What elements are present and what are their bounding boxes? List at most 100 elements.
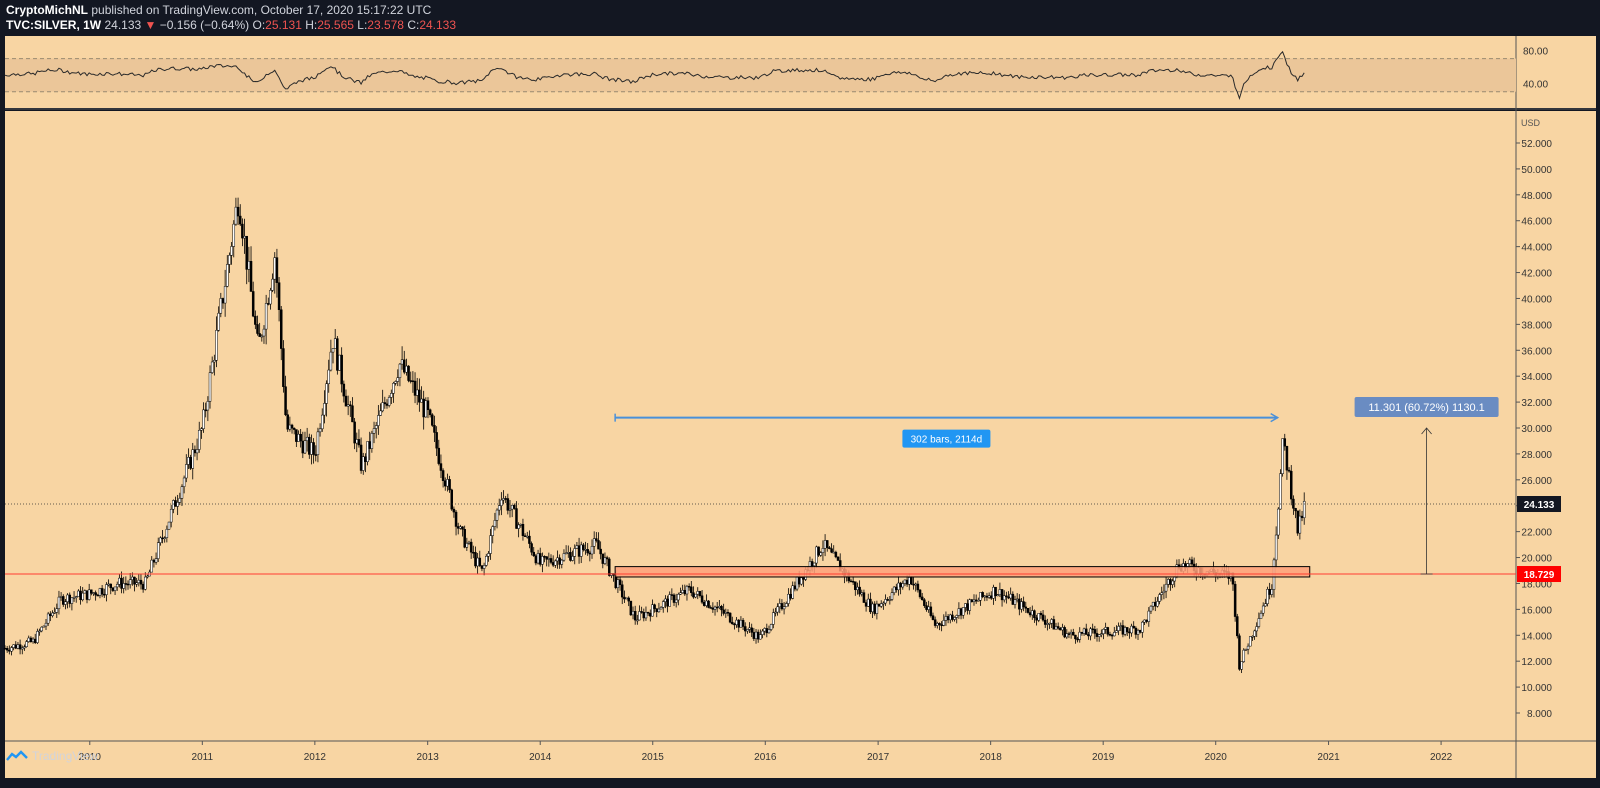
candle-body [1143, 619, 1146, 623]
close-value: 24.133 [419, 18, 457, 32]
candle-body [208, 372, 212, 402]
candle-body [1138, 630, 1142, 633]
candle-body [1084, 628, 1088, 635]
candle-body [1246, 645, 1250, 650]
author-name[interactable]: CryptoMichNL [6, 3, 88, 17]
candle-body [966, 603, 969, 611]
candle-body [277, 282, 281, 310]
y-tick-label: 32.000 [1521, 398, 1552, 409]
candle-body [1279, 473, 1282, 510]
y-tick-label: 16.000 [1521, 605, 1552, 616]
candle-body [791, 585, 794, 599]
candle-body [264, 303, 268, 330]
rsi-axis-background [1516, 36, 1596, 108]
last-price: 24.133 [104, 18, 142, 32]
candle-body [469, 541, 473, 553]
candle-body [387, 397, 391, 406]
candle-body [584, 549, 587, 551]
candle-body [1069, 631, 1073, 635]
candle-body [385, 403, 389, 406]
candle-body [1002, 595, 1006, 601]
candle-body [886, 599, 889, 601]
candle-body [355, 439, 359, 444]
candle-body [517, 524, 520, 529]
candle-body [169, 508, 173, 523]
candle-body [314, 454, 318, 456]
y-tick-label: 10.000 [1521, 683, 1552, 694]
candle-body [435, 432, 438, 449]
y-tick-label: 44.000 [1521, 243, 1552, 254]
candle-body [741, 619, 745, 627]
candle-body [1028, 612, 1032, 616]
candle-body [25, 641, 28, 648]
candle-body [504, 498, 507, 500]
candle-body [383, 402, 387, 405]
candle-body [1063, 627, 1066, 638]
candle-body [57, 596, 61, 609]
candle-body [895, 586, 898, 591]
candle-body [1033, 610, 1036, 619]
brand-label[interactable]: TradingView [32, 749, 99, 763]
candle-body [1054, 626, 1058, 630]
candle-body [312, 442, 315, 455]
candle-body [139, 579, 143, 585]
candle-body [269, 290, 272, 305]
candle-body [100, 588, 104, 595]
candle-body [325, 383, 328, 404]
candle-body [444, 480, 447, 487]
candle-body [653, 604, 656, 609]
candle-body [16, 644, 20, 649]
candle-body [232, 223, 236, 247]
candle-body [1082, 628, 1086, 634]
candle-body [545, 556, 548, 560]
candle-body [603, 557, 607, 564]
candle-body [562, 553, 566, 561]
candle-body [115, 584, 119, 588]
candle-body [428, 409, 432, 416]
candle-body [1123, 627, 1127, 635]
candle-body [556, 557, 559, 562]
candle-body [236, 206, 240, 217]
candle-body [713, 606, 717, 610]
candle-body [1113, 632, 1116, 637]
rsi-tick-label: 80.00 [1523, 46, 1548, 57]
candle-body [456, 526, 460, 529]
candle-body [577, 545, 581, 557]
candle-body [746, 629, 749, 632]
candle-body [696, 591, 700, 595]
candle-body [405, 365, 408, 373]
current-price-label: 24.133 [1524, 500, 1555, 511]
candle-body [513, 504, 516, 509]
candle-body [1169, 579, 1172, 585]
candle-body [534, 555, 538, 564]
candle-body [109, 583, 112, 589]
candle-body [731, 621, 734, 625]
candle-body [1134, 627, 1138, 635]
candle-body [659, 607, 663, 610]
candle-body [1248, 636, 1252, 647]
candle-body [180, 486, 184, 499]
candle-body [210, 361, 214, 373]
y-tick-label: 46.000 [1521, 217, 1552, 228]
candle-body [1067, 633, 1071, 635]
candle-body [538, 553, 542, 565]
candle-body [690, 586, 693, 593]
candle-body [247, 261, 251, 270]
candle-body [254, 315, 257, 325]
candle-body [333, 338, 337, 349]
candle-body [590, 546, 594, 555]
candle-body [694, 593, 697, 598]
candle-body [877, 603, 881, 607]
support-zone [614, 566, 1311, 578]
candle-body [1031, 610, 1034, 616]
candle-body [193, 449, 197, 454]
candle-body [623, 596, 626, 600]
candle-body [292, 427, 296, 430]
candle-body [90, 589, 93, 594]
candle-body [68, 594, 71, 604]
candle-body [724, 612, 728, 614]
candle-body [178, 498, 182, 503]
candle-body [821, 548, 825, 553]
candle-body [638, 611, 641, 621]
